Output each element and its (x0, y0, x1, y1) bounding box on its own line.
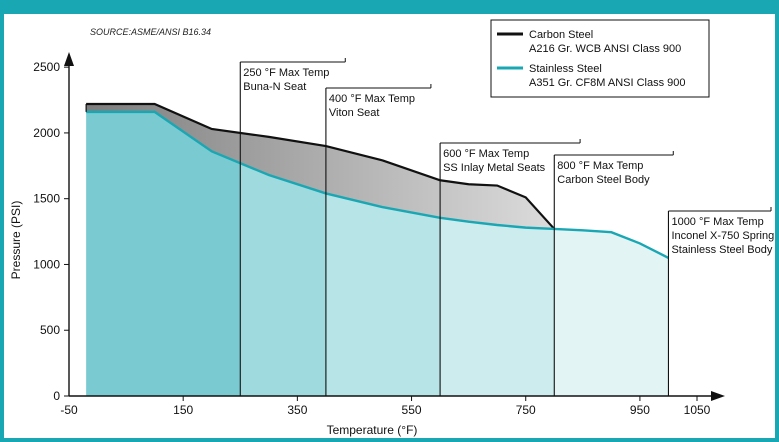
stainless-band-4 (440, 217, 555, 396)
annotation-label: 250 °F Max Temp (243, 67, 329, 79)
annotation-label: Carbon Steel Body (557, 174, 650, 186)
stainless-steel-line (86, 110, 669, 259)
x-axis-label: Temperature (°F) (327, 423, 418, 437)
x-tick-label: 750 (516, 403, 536, 417)
stainless-band-3 (325, 193, 441, 396)
x-axis-arrow-icon (711, 391, 725, 401)
y-axis-label: Pressure (PSI) (9, 201, 23, 280)
legend-series-detail: A216 Gr. WCB ANSI Class 900 (529, 43, 681, 55)
carbon-steel-line (86, 102, 556, 230)
annotation-label: Viton Seat (329, 107, 380, 119)
annotation-label: Buna-N Seat (243, 81, 306, 93)
carbon-steel-area (86, 103, 555, 396)
y-tick-label: 500 (40, 323, 60, 337)
x-tick-label: -50 (60, 403, 78, 417)
chart-frame: -50 150 350 550 750 950 1050 0 500 1000 1500 2000 25… (4, 14, 775, 438)
y-tick-label: 2500 (33, 60, 60, 74)
legend-series-detail: A351 Gr. CF8M ANSI Class 900 (529, 77, 686, 89)
x-tick-label: 950 (630, 403, 650, 417)
annotation-label: SS Inlay Metal Seats (443, 162, 546, 174)
annotation-label: 800 °F Max Temp (557, 160, 643, 172)
y-tick-label: 0 (53, 389, 60, 403)
x-tick-label: 1050 (684, 403, 711, 417)
x-tick-label: 150 (173, 403, 193, 417)
pressure-temperature-chart: -50 150 350 550 750 950 1050 0 500 1000 1500 2000 25… (9, 19, 774, 437)
x-tick-label: 350 (287, 403, 307, 417)
annotation-label: Inconel X-750 Spring (671, 230, 774, 242)
source-note: SOURCE:ASME/ANSI B16.34 (90, 27, 211, 37)
annotation-label: 600 °F Max Temp (443, 148, 529, 160)
y-tick-label: 2000 (33, 126, 60, 140)
annotation-label: 1000 °F Max Temp (671, 216, 763, 228)
annotation-label: Stainless Steel Body (671, 244, 772, 256)
stainless-band-1 (86, 111, 241, 396)
legend-series-name: Carbon Steel (529, 29, 593, 41)
y-axis-arrow-icon (64, 52, 74, 66)
stainless-band-2 (240, 163, 326, 396)
legend-box (490, 19, 710, 98)
legend-series-name: Stainless Steel (529, 63, 602, 75)
y-tick-label: 1000 (33, 257, 60, 271)
annotation-label: 400 °F Max Temp (329, 93, 415, 105)
stainless-band-5 (554, 228, 669, 396)
x-tick-label: 550 (402, 403, 422, 417)
y-tick-label: 1500 (33, 192, 60, 206)
